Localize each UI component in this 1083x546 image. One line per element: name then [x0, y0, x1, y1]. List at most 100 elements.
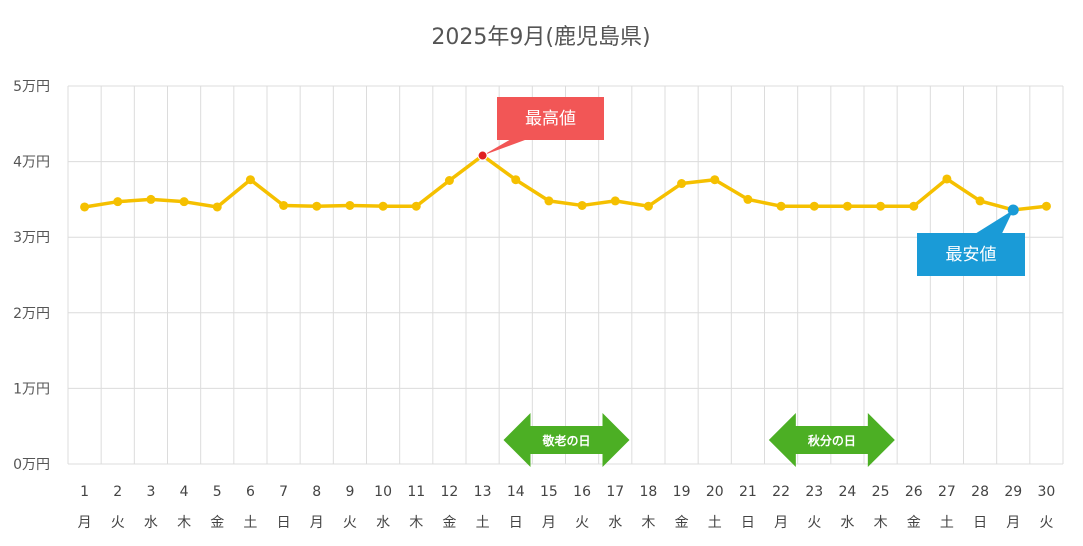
x-tick-weekday-label: 金 [675, 515, 689, 531]
x-tick-day-label: 30 [1038, 484, 1056, 500]
max-callout: 最高値 [477, 97, 604, 161]
data-point [146, 194, 156, 204]
data-point [677, 179, 687, 189]
data-point [1041, 201, 1051, 211]
data-point [842, 201, 852, 211]
data-point [743, 194, 753, 204]
series-path [84, 153, 1047, 212]
data-point [942, 174, 952, 184]
x-tick-weekday-label: 火 [343, 515, 357, 531]
x-tick-weekday-label: 月 [310, 515, 324, 531]
x-tick-day-label: 23 [805, 484, 823, 500]
data-point [113, 197, 123, 207]
double-arrow-icon [503, 413, 630, 467]
data-point [909, 201, 919, 211]
data-point [876, 201, 886, 211]
x-tick-weekday-label: 土 [243, 515, 257, 531]
data-point [444, 176, 454, 185]
data-point [643, 201, 653, 211]
data-point [710, 175, 720, 185]
x-tick-weekday-label: 水 [376, 515, 390, 531]
x-axis-ticks: 1 月 2 火 3 水 4 木 5 金 6 土 7 日 8 月 9 火 10 水 11 木 12 金 13 土 14 日 15 月 16 火 1… [78, 484, 1056, 531]
data-point [378, 201, 388, 211]
x-tick-day-label: 2 [113, 484, 122, 500]
max-point [477, 150, 488, 161]
callout-box [497, 97, 604, 140]
data-point [179, 197, 189, 207]
x-tick-day-label: 21 [739, 484, 757, 500]
x-tick-weekday-label: 火 [111, 515, 125, 531]
x-tick-weekday-label: 金 [907, 515, 921, 531]
data-point [809, 201, 819, 211]
x-tick-day-label: 4 [180, 484, 189, 500]
x-tick-day-label: 19 [673, 484, 691, 500]
x-tick-weekday-label: 水 [144, 515, 158, 531]
x-tick-weekday-label: 月 [78, 515, 92, 531]
data-point [345, 200, 355, 210]
x-tick-day-label: 22 [772, 484, 790, 500]
x-tick-day-label: 29 [1004, 484, 1022, 500]
x-tick-day-label: 5 [213, 484, 222, 500]
x-tick-day-label: 6 [246, 484, 255, 500]
holiday-markers: 敬老の日 秋分の日 [503, 413, 895, 467]
data-point [411, 201, 421, 211]
y-axis-ticks: 0万円 1万円 2万円 3万円 4万円 5万円 [13, 79, 50, 473]
series-line [80, 151, 1051, 215]
x-tick-weekday-label: 土 [708, 515, 722, 531]
grid [67, 85, 1064, 465]
y-tick-label: 0万円 [13, 457, 50, 473]
data-point [245, 175, 255, 185]
x-tick-weekday-label: 水 [608, 515, 622, 531]
x-tick-day-label: 11 [407, 484, 425, 500]
x-tick-day-label: 24 [839, 484, 857, 500]
data-point [279, 200, 289, 210]
callout-box [917, 233, 1025, 276]
x-tick-weekday-label: 日 [277, 515, 291, 531]
x-tick-day-label: 18 [640, 484, 658, 500]
x-tick-day-label: 28 [971, 484, 989, 500]
data-point [544, 196, 554, 206]
x-tick-weekday-label: 月 [774, 515, 788, 531]
holiday-label: 敬老の日 [541, 433, 590, 448]
y-tick-label: 5万円 [13, 79, 50, 95]
x-tick-weekday-label: 木 [641, 515, 655, 531]
min-callout: 最安値 [917, 204, 1025, 276]
x-tick-weekday-label: 日 [741, 515, 755, 531]
x-tick-weekday-label: 土 [476, 515, 490, 531]
x-tick-day-label: 25 [872, 484, 890, 500]
x-tick-weekday-label: 木 [409, 515, 423, 531]
x-tick-day-label: 15 [540, 484, 558, 500]
x-tick-weekday-label: 金 [210, 515, 224, 531]
x-tick-day-label: 9 [345, 484, 354, 500]
x-tick-weekday-label: 木 [874, 515, 888, 531]
data-point [610, 196, 620, 206]
data-point [577, 200, 587, 210]
holiday-label: 秋分の日 [808, 433, 856, 448]
y-tick-label: 4万円 [13, 155, 50, 171]
x-tick-weekday-label: 水 [840, 515, 854, 531]
x-tick-weekday-label: 金 [442, 515, 456, 531]
data-point [511, 175, 521, 185]
y-tick-label: 1万円 [13, 381, 50, 397]
x-tick-day-label: 26 [905, 484, 923, 500]
x-tick-day-label: 20 [706, 484, 724, 500]
min-point [1007, 204, 1019, 216]
y-tick-label: 3万円 [13, 230, 50, 246]
x-tick-day-label: 7 [279, 484, 288, 500]
x-tick-day-label: 17 [606, 484, 624, 500]
x-tick-day-label: 14 [507, 484, 525, 500]
x-tick-day-label: 1 [80, 484, 89, 500]
x-tick-weekday-label: 木 [177, 515, 191, 531]
y-tick-label: 2万円 [13, 306, 50, 322]
x-tick-weekday-label: 火 [575, 515, 589, 531]
callout-pointer [973, 209, 1014, 235]
x-tick-weekday-label: 土 [940, 515, 954, 531]
holiday-marker: 秋分の日 [768, 413, 895, 467]
callout-label: 最高値 [525, 109, 576, 129]
x-tick-weekday-label: 日 [509, 515, 523, 531]
x-tick-day-label: 10 [374, 484, 392, 500]
x-tick-weekday-label: 日 [973, 515, 987, 531]
